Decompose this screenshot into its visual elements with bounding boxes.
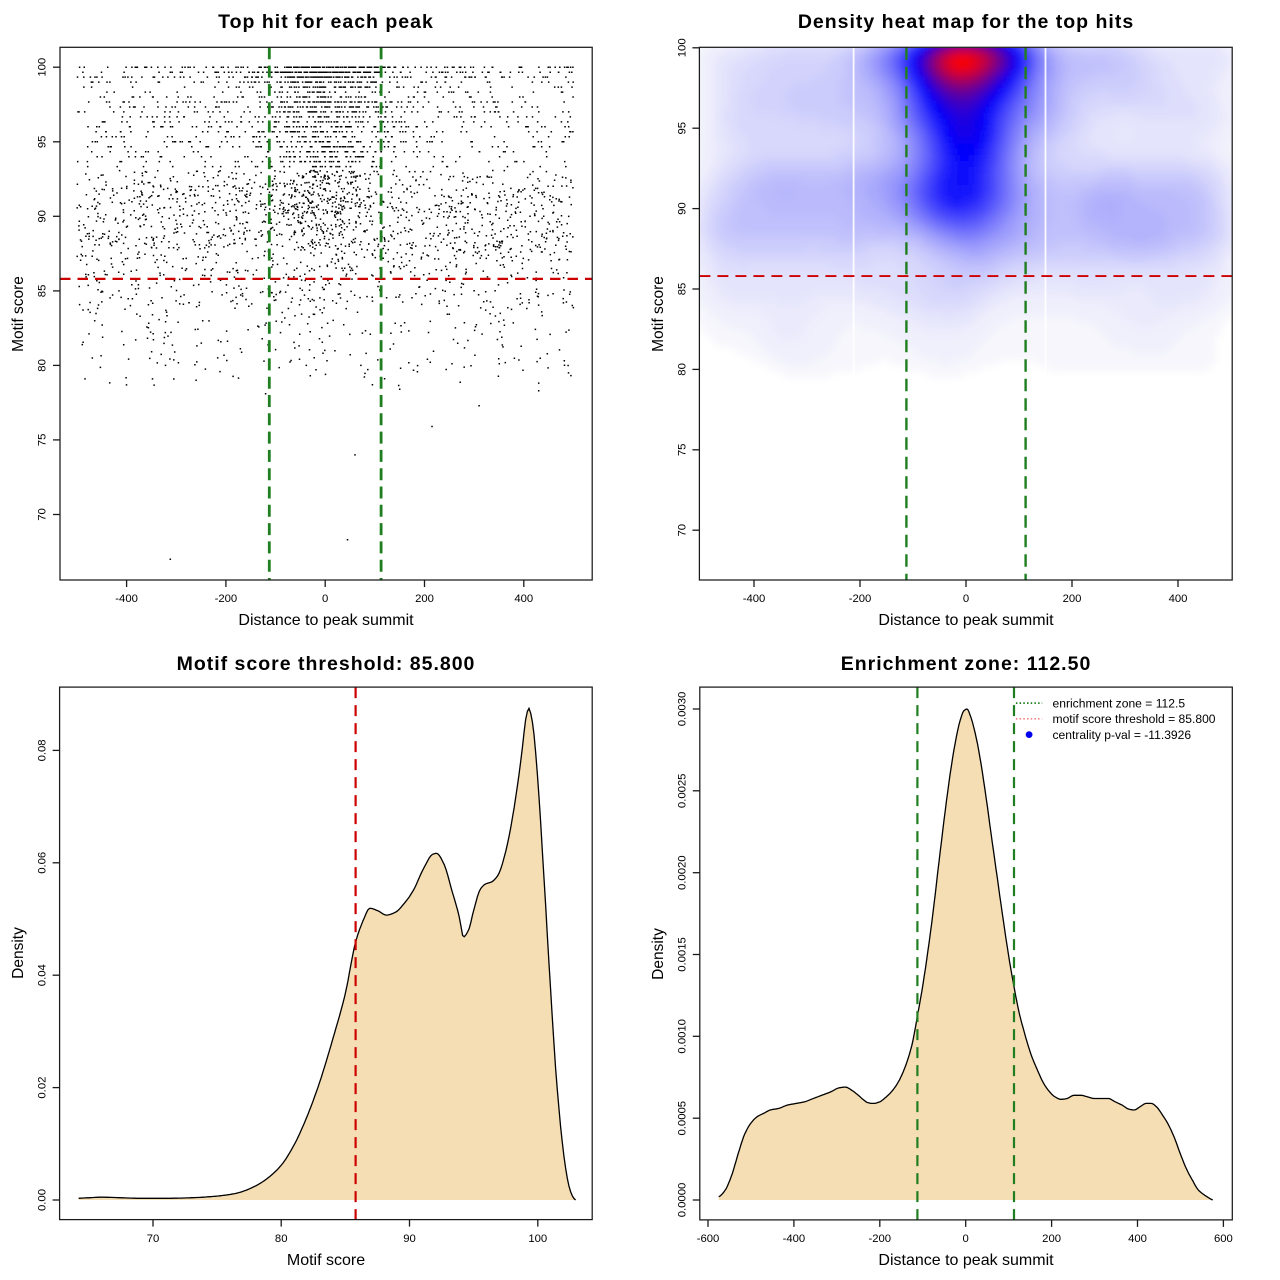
svg-text:80: 80 [676, 363, 688, 376]
svg-text:enrichment zone = 112.5: enrichment zone = 112.5 [1053, 697, 1186, 711]
svg-text:0.0005: 0.0005 [676, 1101, 688, 1136]
svg-text:-200: -200 [868, 1233, 891, 1245]
svg-text:95: 95 [36, 136, 48, 149]
svg-text:-200: -200 [849, 593, 872, 605]
svg-text:100: 100 [676, 38, 688, 57]
svg-text:85: 85 [36, 285, 48, 298]
svg-text:-200: -200 [215, 593, 238, 605]
svg-text:centrality p-val = -11.3926: centrality p-val = -11.3926 [1053, 728, 1192, 742]
svg-text:70: 70 [147, 1233, 160, 1245]
svg-text:75: 75 [676, 444, 688, 457]
svg-text:0.0015: 0.0015 [676, 937, 688, 972]
svg-text:Motif score: Motif score [10, 276, 27, 352]
svg-text:0.0020: 0.0020 [676, 855, 688, 890]
svg-text:75: 75 [36, 434, 48, 447]
svg-text:70: 70 [36, 508, 48, 521]
svg-text:0.0030: 0.0030 [676, 692, 688, 727]
svg-text:400: 400 [514, 593, 533, 605]
svg-text:Density heat map for the top h: Density heat map for the top hits [798, 11, 1134, 33]
svg-text:Motif score: Motif score [650, 276, 667, 352]
svg-text:Top hit for each peak: Top hit for each peak [218, 11, 434, 33]
svg-text:-400: -400 [783, 1233, 806, 1245]
svg-text:70: 70 [676, 524, 688, 537]
svg-text:Enrichment zone: 112.50: Enrichment zone: 112.50 [841, 653, 1092, 675]
svg-text:0.08: 0.08 [36, 739, 48, 761]
svg-text:90: 90 [36, 210, 48, 223]
svg-text:100: 100 [528, 1233, 547, 1245]
svg-text:0: 0 [322, 593, 328, 605]
svg-text:Distance to peak summit: Distance to peak summit [878, 612, 1054, 629]
svg-text:0: 0 [963, 1233, 969, 1245]
svg-text:-400: -400 [115, 593, 138, 605]
svg-text:0.02: 0.02 [36, 1077, 48, 1099]
svg-text:Motif score threshold: 85.800: Motif score threshold: 85.800 [177, 653, 476, 675]
svg-text:0.0010: 0.0010 [676, 1019, 688, 1054]
svg-text:-400: -400 [743, 593, 766, 605]
svg-text:80: 80 [275, 1233, 288, 1245]
svg-text:-600: -600 [697, 1233, 720, 1245]
svg-text:0.0000: 0.0000 [676, 1183, 688, 1218]
svg-text:Distance to peak summit: Distance to peak summit [878, 1252, 1054, 1269]
svg-text:95: 95 [676, 122, 688, 135]
svg-text:600: 600 [1214, 1233, 1233, 1245]
svg-text:200: 200 [1063, 593, 1082, 605]
svg-text:200: 200 [1042, 1233, 1061, 1245]
svg-text:Motif score: Motif score [287, 1252, 365, 1269]
svg-text:Density: Density [650, 928, 667, 980]
svg-text:0.00: 0.00 [36, 1189, 48, 1211]
svg-text:0.04: 0.04 [36, 964, 48, 986]
svg-text:0.0025: 0.0025 [676, 774, 688, 809]
svg-text:90: 90 [403, 1233, 416, 1245]
svg-text:motif score threshold = 85.800: motif score threshold = 85.800 [1053, 712, 1216, 726]
svg-text:90: 90 [676, 202, 688, 215]
svg-text:100: 100 [36, 58, 48, 77]
svg-text:0: 0 [963, 593, 969, 605]
svg-text:Distance to peak summit: Distance to peak summit [238, 612, 414, 629]
svg-text:80: 80 [36, 359, 48, 372]
svg-text:400: 400 [1169, 593, 1188, 605]
svg-text:400: 400 [1128, 1233, 1147, 1245]
svg-text:85: 85 [676, 283, 688, 296]
svg-text:200: 200 [415, 593, 434, 605]
svg-text:0.06: 0.06 [36, 852, 48, 874]
svg-text:Density: Density [10, 927, 27, 979]
